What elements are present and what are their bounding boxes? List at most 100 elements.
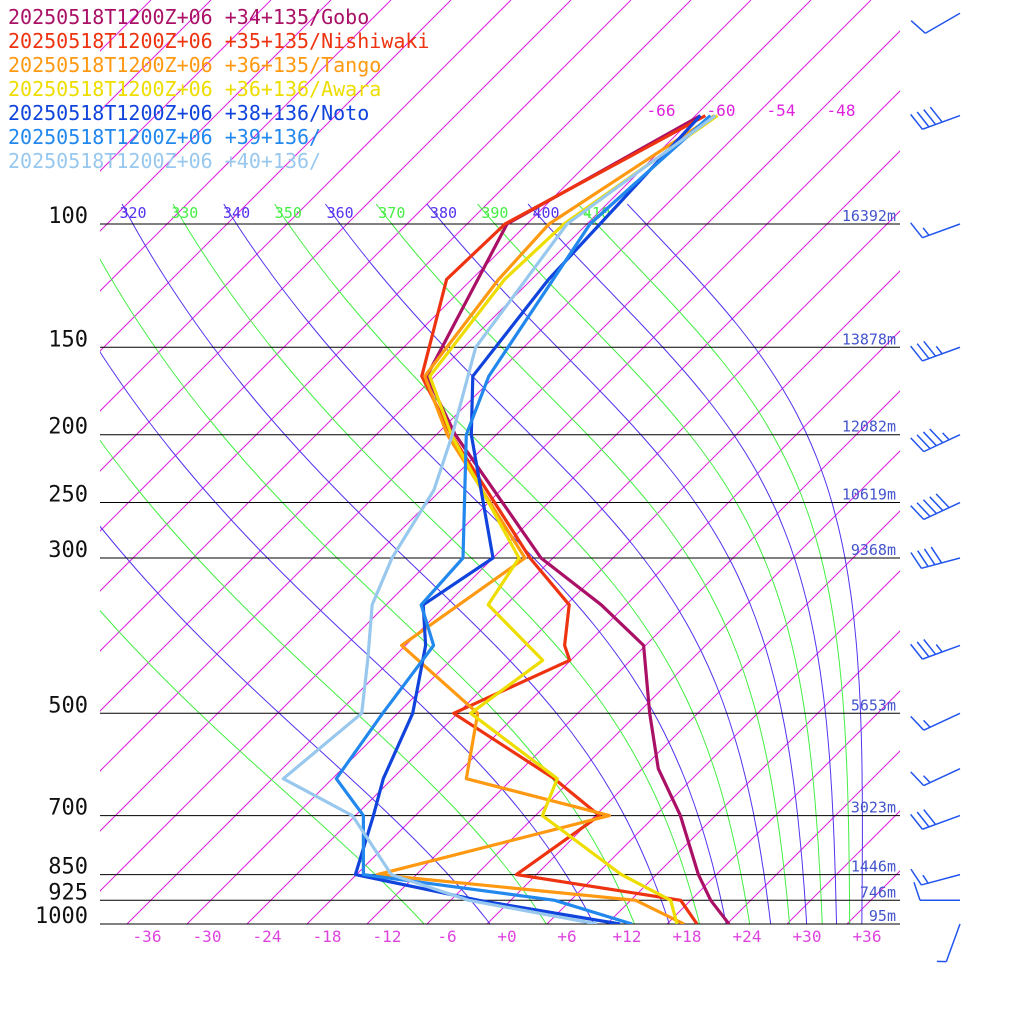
wind-barb-flag xyxy=(935,493,950,509)
wind-barb-flag xyxy=(930,546,943,564)
legend-entry: 20250518T1200Z+06 +38+136/Noto xyxy=(8,101,369,125)
isotherm-line xyxy=(100,0,692,592)
wind-barb xyxy=(910,546,961,570)
wind-barb xyxy=(910,340,961,362)
isotherm-line xyxy=(100,0,512,412)
wind-barb-flag xyxy=(916,111,930,128)
temperature-tick-label: +6 xyxy=(557,927,576,946)
profile-line xyxy=(281,114,717,924)
profile-line xyxy=(428,114,719,924)
wind-barb-flag xyxy=(929,428,944,444)
wind-barb-flag xyxy=(910,505,925,520)
wind-barb xyxy=(910,639,961,660)
legend-entry: 20250518T1200Z+06 +40+136/ xyxy=(8,149,321,173)
wind-barb-staff xyxy=(923,768,961,787)
isotherm-line xyxy=(606,630,900,924)
temperature-tick-label: -30 xyxy=(193,927,222,946)
theta-e-line xyxy=(100,351,595,924)
wind-barb-flag xyxy=(910,345,923,362)
wind-barb-flag xyxy=(923,809,937,825)
theta-e-line xyxy=(172,203,701,924)
isotherm-line xyxy=(486,510,900,924)
wind-barb-staff xyxy=(924,12,961,34)
isotherm-line xyxy=(100,0,452,352)
height-label: 5653m xyxy=(851,696,896,714)
legend: 20250518T1200Z+06 +34+135/Gobo20250518T1… xyxy=(8,5,429,173)
wind-barb-flag xyxy=(916,434,931,450)
theta-e-line xyxy=(426,203,808,924)
pressure-label: 850 xyxy=(48,855,88,880)
legend-entry: 20250518T1200Z+06 +36+135/Tango xyxy=(8,53,381,77)
wind-barb-flag xyxy=(910,643,923,660)
wind-barb-staff xyxy=(945,923,961,962)
wind-barb-staff xyxy=(922,114,961,130)
wind-barb-staff xyxy=(923,712,961,731)
wind-barb-half xyxy=(923,775,931,784)
wind-barb-staff xyxy=(922,346,961,362)
isotherm-line xyxy=(100,90,900,892)
pressure-label: 1000 xyxy=(35,904,88,929)
wind-barb-staff xyxy=(922,644,961,660)
wind-barb xyxy=(910,12,961,34)
pressure-label: 100 xyxy=(48,204,88,229)
isotherm-line xyxy=(100,0,392,292)
wind-barb-flag xyxy=(929,496,944,512)
wind-barb-flag xyxy=(917,550,929,567)
wind-barb-flag xyxy=(923,548,936,566)
height-label: 16392m xyxy=(842,207,896,225)
wind-barb xyxy=(913,882,960,902)
wind-barb-flag xyxy=(916,343,930,360)
isotherm-line xyxy=(366,390,900,924)
theta-e-label: 350 xyxy=(275,204,302,222)
wind-barb-flag xyxy=(910,552,922,569)
pressure-label: 300 xyxy=(48,538,88,563)
height-label: 13878m xyxy=(842,330,896,348)
temperature-tick-label: +0 xyxy=(497,927,516,946)
wind-barb xyxy=(910,809,961,830)
pressure-label: 700 xyxy=(48,796,88,821)
isotherm-line xyxy=(786,810,900,924)
isotherm-line xyxy=(100,0,752,652)
height-label: 95m xyxy=(869,907,896,925)
isotherm-label: -48 xyxy=(827,101,856,120)
wind-barb-staff xyxy=(922,814,961,830)
wind-barb-half xyxy=(935,644,943,653)
isobars xyxy=(100,223,900,925)
pressure-label: 250 xyxy=(48,483,88,508)
wind-barb-flag xyxy=(910,771,925,787)
profile-line xyxy=(334,114,712,924)
wind-barb xyxy=(910,428,961,453)
isotherm-line xyxy=(100,0,632,532)
wind-barb-flag xyxy=(910,222,923,239)
height-label: 10619m xyxy=(842,486,896,504)
isotherm-line xyxy=(100,0,272,172)
pressure-label: 925 xyxy=(48,880,88,905)
theta-e-label: 330 xyxy=(171,204,198,222)
theta-e-label: 340 xyxy=(223,204,250,222)
legend-entry: 20250518T1200Z+06 +39+136/ xyxy=(8,125,321,149)
wind-barb xyxy=(910,768,961,787)
height-label: 1446m xyxy=(851,858,896,876)
temperature-tick-label: +30 xyxy=(793,927,822,946)
wind-barb xyxy=(910,493,961,521)
wind-barb-flag xyxy=(923,639,937,655)
wind-barb-half xyxy=(923,719,931,728)
wind-barb-flag xyxy=(910,715,925,731)
isotherm-line xyxy=(426,450,900,924)
wind-barb-flag xyxy=(922,499,937,515)
height-label: 746m xyxy=(860,883,896,901)
theta-e-line xyxy=(100,439,547,924)
theta-e-label: 370 xyxy=(378,204,405,222)
isotherm-line xyxy=(546,570,900,924)
theta-e-line xyxy=(223,203,727,924)
isotherm-line xyxy=(726,750,900,924)
theta-e-line xyxy=(626,203,863,924)
wind-barb-flag xyxy=(922,431,937,447)
isotherm-line xyxy=(100,0,332,232)
profile-line xyxy=(425,114,731,924)
height-label: 12082m xyxy=(842,418,896,436)
wind-barb-half xyxy=(942,432,950,441)
profile-line xyxy=(353,114,702,924)
wind-barb-half xyxy=(922,874,929,884)
wind-barb-flag xyxy=(910,113,923,130)
